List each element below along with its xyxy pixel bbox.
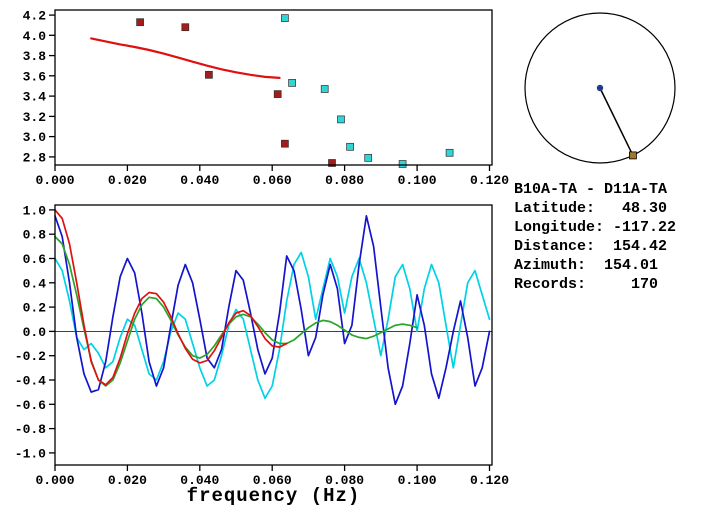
station-pair-title: B10A-TA - D11A-TA: [514, 181, 668, 198]
dispersion-x-tick-label: 0.100: [398, 173, 437, 188]
dispersion-red-points-marker: [328, 159, 336, 167]
waveform-y-tick-label: 0.4: [23, 276, 47, 291]
dispersion-red-points-marker: [281, 139, 289, 148]
dispersion-cyan-points-marker: [320, 85, 329, 93]
waveform-x-tick-label: 0.040: [180, 473, 219, 488]
station-info-panel: B10A-TA - D11A-TA Latitude: 48.30 Longit…: [514, 180, 676, 294]
dispersion-red-points-marker: [205, 70, 213, 79]
azimuth-circle: [524, 12, 676, 164]
dispersion-y-tick-label: 4.2: [23, 9, 47, 24]
red-trace: [54, 209, 288, 386]
azimuth-dial: [524, 12, 676, 164]
dispersion-cyan-points-marker: [364, 154, 373, 162]
dispersion-frame: [54, 9, 493, 166]
azimuth-line-text: Azimuth: 154.01: [514, 257, 659, 274]
waveform-x-tick-label: 0.020: [108, 473, 147, 488]
frequency-axis-label: frequency (Hz): [186, 485, 361, 507]
distance-line: Distance: 154.42: [514, 238, 668, 255]
dispersion-cyan-points-marker: [398, 160, 407, 168]
dispersion-x-tick-label: 0.120: [470, 173, 509, 188]
dispersion-y-tick-label: 3.0: [23, 130, 47, 145]
dispersion-y-tick-label: 2.8: [23, 150, 47, 165]
waveform-x-tick-label: 0.000: [35, 473, 74, 488]
dispersion-red-points-marker: [136, 18, 144, 27]
dispersion-x-tick-label: 0.040: [180, 173, 219, 188]
dispersion-y-tick-label: 3.8: [23, 49, 47, 64]
waveform-x-tick-label: 0.080: [325, 473, 364, 488]
green-trace: [54, 235, 418, 387]
dispersion-y-tick-label: 3.4: [23, 90, 47, 105]
azimuth-pointer-line: [599, 87, 634, 156]
dispersion-y-tick-label: 3.6: [23, 69, 47, 84]
dispersion-y-tick-label: 3.2: [23, 110, 47, 125]
center-station-dot: [596, 84, 604, 92]
waveform-y-tick-label: -0.6: [15, 398, 46, 413]
dispersion-x-tick-label: 0.000: [35, 173, 74, 188]
waveform-y-tick-label: 0.2: [23, 301, 47, 316]
waveform-frame: [54, 204, 493, 466]
longitude-line: Longitude: -117.22: [514, 219, 677, 236]
waveform-y-tick-label: 0.8: [23, 228, 47, 243]
dispersion-y-tick-label: 4.0: [23, 29, 47, 44]
waveform-y-tick-label: -0.8: [15, 422, 46, 437]
remote-station-marker: [629, 151, 637, 160]
waveform-x-tick-label: 0.100: [398, 473, 437, 488]
dispersion-x-tick-label: 0.080: [325, 173, 364, 188]
dispersion-cyan-points-marker: [281, 14, 289, 22]
dispersion-fit-curve: [90, 37, 281, 80]
dispersion-cyan-points-marker: [445, 148, 454, 157]
dispersion-x-tick-label: 0.020: [108, 173, 147, 188]
waveform-x-tick-label: 0.060: [253, 473, 292, 488]
records-line: Records: 170: [514, 276, 659, 293]
waveform-y-tick-label: -0.2: [15, 349, 46, 364]
waveform-x-tick-label: 0.120: [470, 473, 509, 488]
waveform-y-tick-label: 0.0: [23, 325, 47, 340]
dispersion-red-points-marker: [181, 23, 190, 32]
dispersion-x-tick-label: 0.060: [253, 173, 292, 188]
waveform-plot: 0.000 0.020 0.040 0.060 0.080 0.100 0.120 1.0 0.…: [15, 203, 509, 488]
dispersion-cyan-points-marker: [346, 142, 354, 151]
cyan-trace: [54, 251, 491, 400]
dispersion-red-points-marker: [273, 90, 282, 98]
dispersion-plot: 0.000 0.020 0.040 0.060 0.080 0.100 0.120 2.8 3.…: [23, 9, 510, 188]
dispersion-cyan-points-marker: [288, 79, 296, 87]
waveform-y-tick-label: 0.6: [23, 252, 47, 267]
blue-trace: [54, 215, 491, 406]
waveform-y-tick-label: 1.0: [23, 203, 47, 218]
dispersion-cyan-points-marker: [337, 115, 345, 124]
waveform-y-tick-label: -1.0: [15, 446, 46, 461]
latitude-line: Latitude: 48.30: [514, 200, 668, 217]
waveform-y-tick-label: -0.4: [15, 374, 46, 389]
